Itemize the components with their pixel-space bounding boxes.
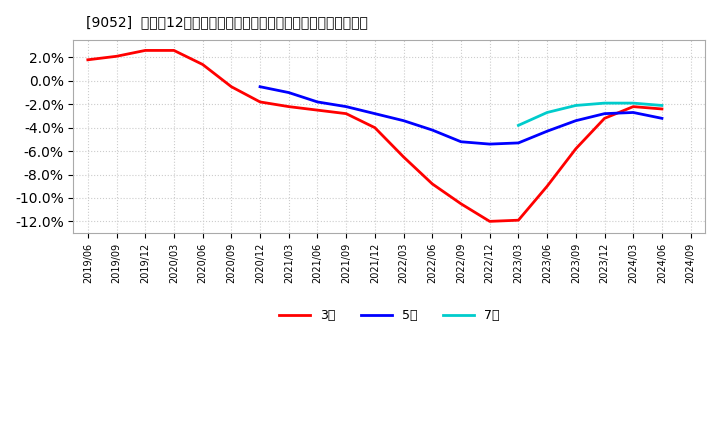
7年 xyxy=(514,123,523,128)
3年 xyxy=(198,62,207,67)
3年 xyxy=(256,99,264,105)
5年 xyxy=(456,139,465,144)
5年 xyxy=(428,128,436,133)
5年 xyxy=(256,84,264,89)
7年 xyxy=(572,103,580,108)
3年 xyxy=(572,146,580,151)
3年 xyxy=(112,54,121,59)
5年 xyxy=(543,128,552,134)
Line: 7年: 7年 xyxy=(518,103,662,125)
5年 xyxy=(485,141,494,147)
5年 xyxy=(313,99,322,105)
Text: [9052]  売上高12か月移動合計の対前年同期増減率の平均値の推移: [9052] 売上高12か月移動合計の対前年同期増減率の平均値の推移 xyxy=(86,15,368,29)
3年 xyxy=(284,104,293,109)
5年 xyxy=(600,111,609,116)
3年 xyxy=(371,125,379,130)
3年 xyxy=(428,181,436,187)
3年 xyxy=(629,104,637,109)
5年 xyxy=(514,140,523,146)
3年 xyxy=(84,57,92,62)
7年 xyxy=(657,103,666,108)
Legend: 3年, 5年, 7年: 3年, 5年, 7年 xyxy=(274,304,504,327)
3年 xyxy=(170,48,179,53)
3年 xyxy=(657,106,666,112)
5年 xyxy=(371,111,379,116)
3年 xyxy=(456,201,465,206)
5年 xyxy=(284,90,293,95)
7年 xyxy=(543,110,552,115)
3年 xyxy=(514,217,523,223)
Line: 3年: 3年 xyxy=(88,51,662,221)
5年 xyxy=(657,116,666,121)
3年 xyxy=(543,183,552,189)
3年 xyxy=(600,116,609,121)
3年 xyxy=(400,154,408,160)
3年 xyxy=(485,219,494,224)
3年 xyxy=(141,48,150,53)
7年 xyxy=(629,100,637,106)
5年 xyxy=(572,118,580,123)
5年 xyxy=(342,104,351,109)
3年 xyxy=(342,111,351,116)
5年 xyxy=(400,118,408,123)
5年 xyxy=(629,110,637,115)
Line: 5年: 5年 xyxy=(260,87,662,144)
7年 xyxy=(600,100,609,106)
3年 xyxy=(227,84,235,89)
3年 xyxy=(313,107,322,113)
